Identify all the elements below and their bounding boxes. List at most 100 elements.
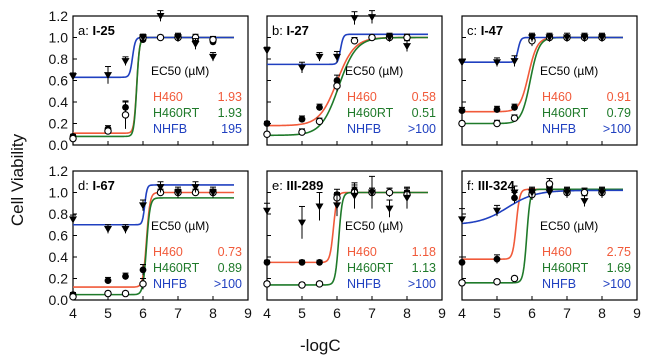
x-axis-label: -logC: [300, 336, 341, 355]
data-point-h460: [298, 258, 306, 266]
fit-curve-h460rt: [73, 197, 234, 296]
data-point-h460rt: [315, 280, 324, 288]
data-point-h460: [298, 115, 306, 123]
data-point-h460rt: [333, 82, 341, 90]
data-point-nhfb: [563, 34, 571, 42]
data-point-h460rt: [458, 279, 466, 287]
ec50-header: EC50 (µM): [540, 219, 598, 233]
data-point-h460: [104, 277, 112, 285]
data-point-h460rt: [510, 114, 519, 122]
legend-label-nhfb: NHFB: [153, 277, 187, 291]
x-tick-label: 9: [633, 305, 641, 321]
data-point-h460: [458, 107, 466, 114]
panel-title: f: III-324: [467, 178, 515, 193]
data-point-h460rt: [69, 134, 77, 143]
ec50-header: EC50 (µM): [345, 219, 403, 233]
data-point-nhfb: [209, 189, 217, 197]
chart-panel-6: 4 5 6 7 8 9 f: III-324 EC50 (µM) H460 2.75 H460RT 1…: [458, 170, 641, 321]
data-point-nhfb: [545, 34, 554, 42]
data-point-h460rt: [350, 36, 359, 45]
panel-letter: b:: [272, 23, 286, 38]
legend-label-h460: H460: [153, 245, 183, 259]
fit-curve-nhfb: [267, 33, 428, 66]
data-point-nhfb: [139, 202, 147, 210]
data-point-h460rt: [368, 33, 376, 42]
y-tick-label: 0.2: [49, 116, 69, 132]
data-point-nhfb: [368, 14, 376, 22]
compound-name: I-25: [92, 23, 114, 38]
x-tick-label: 4: [263, 305, 271, 321]
x-tick-label: 9: [438, 305, 446, 321]
data-point-nhfb: [598, 189, 606, 197]
chart-panel-3: c: I-47 EC50 (µM) H460 0.91 H460RT 0.79 NHFB >1…: [458, 15, 638, 146]
data-point-nhfb: [315, 203, 324, 211]
data-point-nhfb: [458, 216, 466, 224]
fit-curve-nhfb: [461, 189, 623, 225]
data-point-nhfb: [510, 189, 519, 197]
data-point-nhfb: [350, 15, 359, 23]
legend-label-nhfb: NHFB: [542, 277, 576, 291]
x-tick-label: 7: [174, 305, 182, 321]
data-point-nhfb: [121, 58, 130, 66]
ec50-value-h460rt: 0.51: [412, 106, 436, 120]
legend-label-h460rt: H460RT: [347, 106, 394, 120]
data-point-h460: [493, 106, 501, 113]
legend-label-nhfb: NHFB: [153, 122, 187, 136]
y-tick-label: 0.0: [49, 292, 69, 308]
legend-label-h460rt: H460RT: [542, 106, 589, 120]
y-tick-label: 0.0: [49, 137, 69, 153]
compound-name: III-289: [286, 178, 323, 193]
data-point-nhfb: [458, 59, 466, 67]
data-point-nhfb: [263, 207, 271, 215]
panel-title: a: I-25: [78, 23, 115, 38]
panel-letter: f:: [467, 178, 478, 193]
x-tick-label: 4: [458, 305, 466, 321]
data-point-h460rt: [263, 280, 271, 288]
legend-label-h460rt: H460RT: [153, 261, 200, 275]
ec50-value-h460rt: 1.69: [607, 261, 631, 275]
legend-label-h460: H460: [153, 90, 183, 104]
y-tick-label: 0.8: [49, 206, 69, 222]
panel-title: e: III-289: [272, 178, 323, 193]
x-tick-label: 7: [368, 305, 376, 321]
data-point-h460: [263, 258, 271, 266]
chart-panel-4: 0.0 0.2 0.4 0.6 0.8 1.0 1.2 4 5 6 7 8 9 d: I-67 EC50 (…: [49, 163, 253, 321]
y-tick-label: 1.0: [49, 30, 69, 46]
data-point-h460rt: [315, 117, 324, 126]
fit-curve-h460rt: [267, 36, 428, 137]
y-tick-label: 1.0: [49, 185, 69, 201]
data-point-h460: [122, 272, 129, 280]
data-point-h460rt: [69, 293, 77, 301]
data-point-nhfb: [545, 189, 554, 197]
data-point-nhfb: [493, 59, 501, 67]
legend-label-h460rt: H460RT: [542, 261, 589, 275]
data-point-h460: [458, 258, 466, 266]
x-tick-label: 6: [139, 305, 147, 321]
x-tick-label: 6: [528, 305, 536, 321]
data-point-h460rt: [298, 281, 306, 289]
data-point-h460rt: [209, 35, 217, 44]
data-point-h460rt: [458, 119, 466, 128]
data-point-nhfb: [298, 64, 306, 72]
data-point-h460rt: [298, 128, 306, 136]
data-point-nhfb: [69, 73, 77, 81]
data-point-nhfb: [174, 34, 182, 42]
data-point-nhfb: [156, 13, 165, 20]
data-point-h460rt: [385, 188, 394, 197]
y-tick-label: 1.2: [49, 8, 69, 24]
ec50-value-nhfb: >100: [408, 277, 436, 291]
panel-letter: a:: [78, 23, 92, 38]
ec50-header: EC50 (µM): [151, 219, 209, 233]
ec50-value-h460: 1.18: [412, 245, 436, 259]
ec50-value-h460rt: 0.79: [607, 106, 631, 120]
data-point-h460rt: [121, 111, 130, 119]
ec50-value-h460rt: 1.93: [218, 106, 242, 120]
data-point-nhfb: [580, 34, 589, 42]
ec50-value-h460: 2.75: [607, 245, 631, 259]
data-point-nhfb: [563, 189, 571, 197]
compound-name: I-27: [286, 23, 308, 38]
data-point-nhfb: [156, 184, 165, 192]
panel-title: d: I-67: [78, 178, 115, 193]
data-point-nhfb: [350, 192, 359, 200]
x-tick-label: 5: [298, 305, 306, 321]
